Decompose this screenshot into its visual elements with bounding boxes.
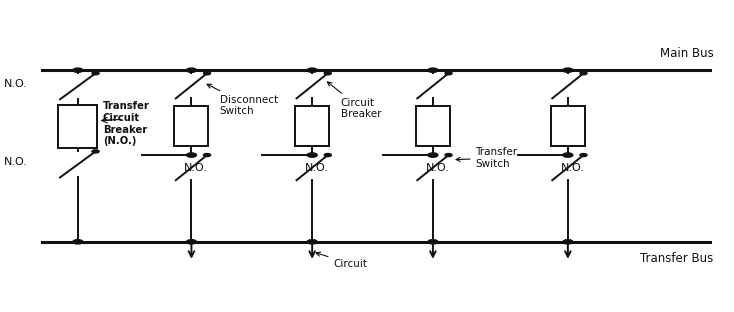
Circle shape bbox=[308, 68, 317, 72]
Bar bbox=[58, 105, 98, 148]
Bar bbox=[175, 106, 208, 146]
Circle shape bbox=[203, 72, 211, 75]
Circle shape bbox=[186, 153, 197, 157]
Circle shape bbox=[308, 240, 317, 244]
Bar bbox=[550, 106, 585, 146]
Circle shape bbox=[324, 72, 331, 75]
Circle shape bbox=[563, 68, 573, 72]
Circle shape bbox=[92, 150, 99, 153]
Circle shape bbox=[445, 72, 452, 75]
Text: Main Bus: Main Bus bbox=[660, 47, 713, 60]
Circle shape bbox=[428, 153, 438, 157]
Text: Transfer
Switch: Transfer Switch bbox=[456, 147, 517, 169]
Circle shape bbox=[308, 153, 317, 157]
Circle shape bbox=[580, 72, 587, 75]
Text: Transfer Bus: Transfer Bus bbox=[640, 252, 713, 265]
Bar bbox=[416, 106, 450, 146]
Circle shape bbox=[445, 154, 452, 157]
Text: N.O.: N.O. bbox=[561, 163, 585, 173]
Text: Disconnect
Switch: Disconnect Switch bbox=[207, 84, 278, 116]
Text: N.O.: N.O. bbox=[4, 79, 28, 89]
Text: N.O.: N.O. bbox=[426, 163, 450, 173]
Text: Transfer
Circuit
Breaker
(N.O.): Transfer Circuit Breaker (N.O.) bbox=[103, 101, 150, 146]
Circle shape bbox=[73, 240, 83, 244]
Bar bbox=[295, 106, 330, 146]
Circle shape bbox=[92, 72, 99, 75]
Circle shape bbox=[324, 154, 331, 157]
Circle shape bbox=[186, 68, 197, 72]
Circle shape bbox=[428, 240, 438, 244]
Circle shape bbox=[580, 154, 587, 157]
Circle shape bbox=[73, 68, 83, 72]
Circle shape bbox=[203, 154, 211, 157]
Text: N.O.: N.O. bbox=[305, 163, 329, 173]
Circle shape bbox=[563, 240, 573, 244]
Circle shape bbox=[563, 153, 573, 157]
Text: Circuit
Breaker: Circuit Breaker bbox=[327, 82, 381, 119]
Text: N.O.: N.O. bbox=[4, 157, 28, 167]
Text: N.O.: N.O. bbox=[184, 163, 208, 173]
Circle shape bbox=[428, 68, 438, 72]
Circle shape bbox=[186, 240, 197, 244]
Text: Circuit: Circuit bbox=[316, 252, 368, 269]
